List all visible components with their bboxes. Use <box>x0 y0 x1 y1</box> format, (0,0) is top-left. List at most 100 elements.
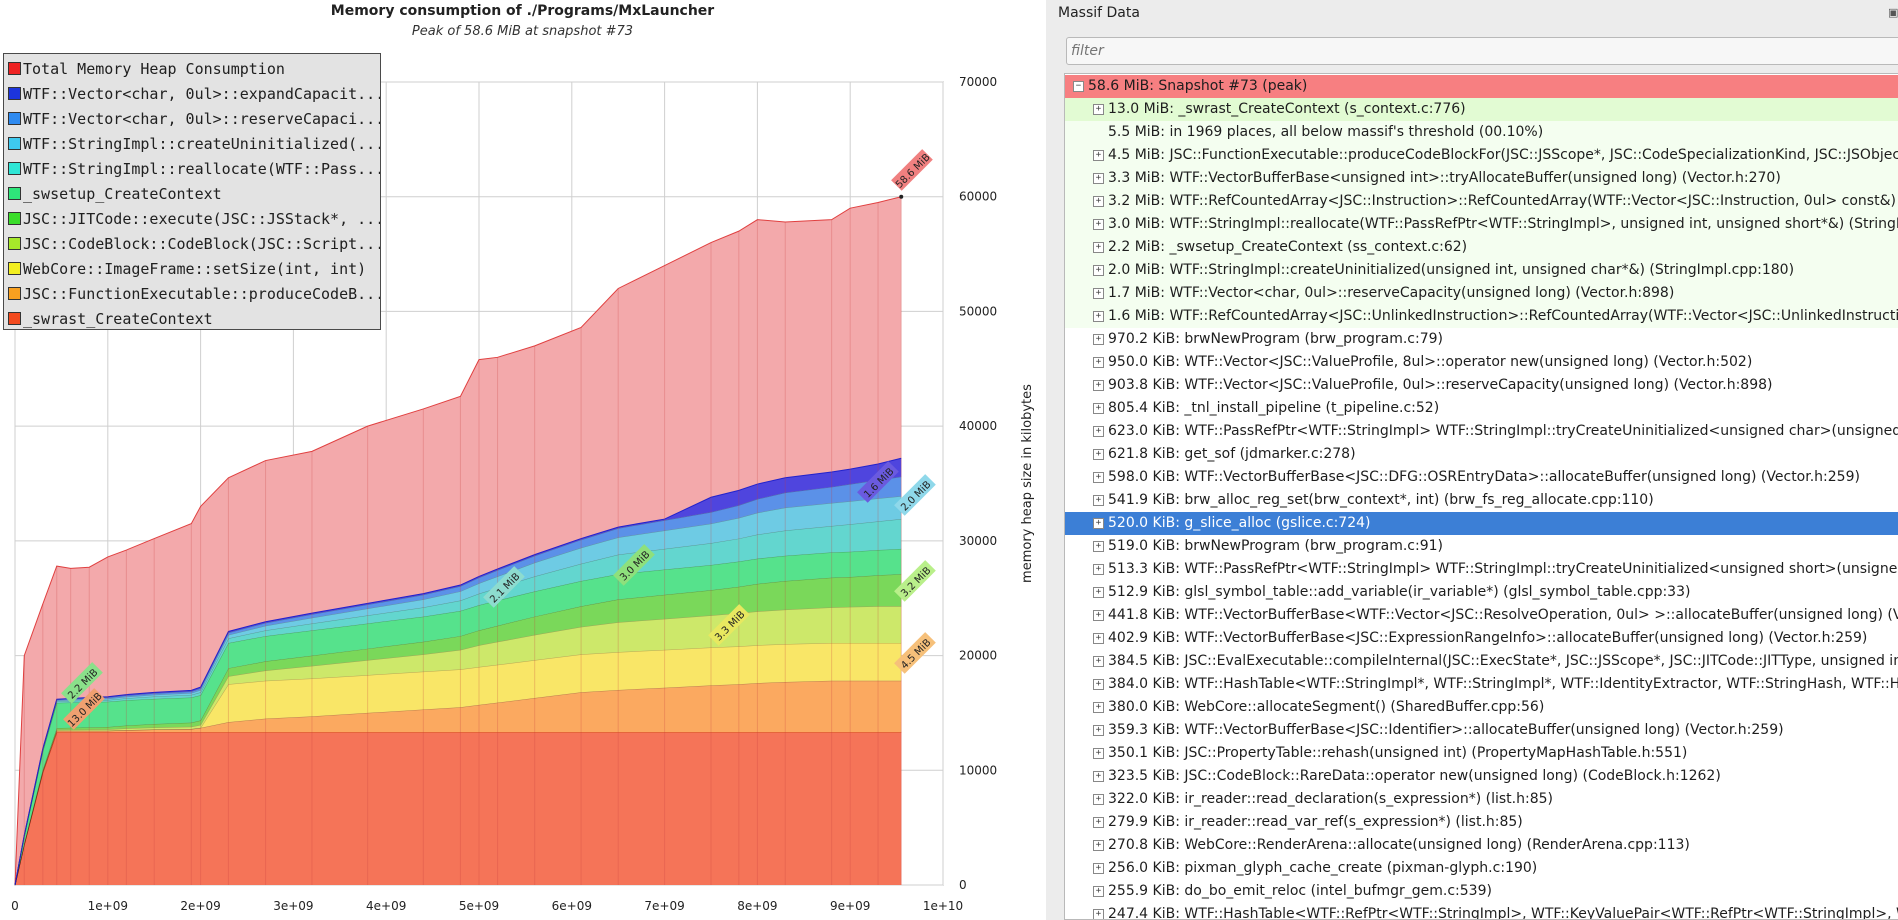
tree-row[interactable]: +1.6 MiB: WTF::RefCountedArray<JSC::Unli… <box>1065 305 1898 328</box>
expand-icon[interactable]: + <box>1093 909 1104 919</box>
tree-row[interactable]: +13.0 MiB: _swrast_CreateContext (s_cont… <box>1065 98 1898 121</box>
expand-icon[interactable]: + <box>1093 196 1104 207</box>
tree-row[interactable]: +3.3 MiB: WTF::VectorBufferBase<unsigned… <box>1065 167 1898 190</box>
tree-row[interactable]: +512.9 KiB: glsl_symbol_table::add_varia… <box>1065 581 1898 604</box>
expand-icon[interactable]: + <box>1093 886 1104 897</box>
tree-row[interactable]: +359.3 KiB: WTF::VectorBufferBase<JSC::I… <box>1065 719 1898 742</box>
x-tick-label: 1e+09 <box>88 899 128 913</box>
tree-row-label: 247.4 KiB: WTF::HashTable<WTF::RefPtr<WT… <box>1108 906 1898 920</box>
tree-row[interactable]: +520.0 KiB: g_slice_alloc (gslice.c:724) <box>1065 512 1898 535</box>
expand-icon[interactable]: + <box>1093 311 1104 322</box>
expand-icon[interactable]: + <box>1093 219 1104 230</box>
tree-row[interactable]: +279.9 KiB: ir_reader::read_var_ref(s_ex… <box>1065 811 1898 834</box>
memory-chart: 0 1e+09 2e+09 3e+09 4e+09 5e+09 6e+09 7e+09 8e+0… <box>11 75 1035 913</box>
tree-row[interactable]: +2.0 MiB: WTF::StringImpl::createUniniti… <box>1065 259 1898 282</box>
expand-icon[interactable]: + <box>1093 380 1104 391</box>
series-area-0 <box>15 732 902 885</box>
tree-row[interactable]: +384.0 KiB: WTF::HashTable<WTF::StringIm… <box>1065 673 1898 696</box>
collapse-icon[interactable]: − <box>1073 81 1084 92</box>
expand-icon[interactable]: + <box>1093 334 1104 345</box>
series-area-2 <box>15 642 902 885</box>
expand-icon[interactable]: + <box>1093 449 1104 460</box>
snapshot-tree: −58.6 MiB: Snapshot #73 (peak) +13.0 MiB:… <box>1064 73 1898 920</box>
tree-row[interactable]: +1.7 MiB: WTF::Vector<char, 0ul>::reserv… <box>1065 282 1898 305</box>
x-tick-label: 6e+09 <box>552 899 592 913</box>
tree-row[interactable]: +270.8 KiB: WebCore::RenderArena::alloca… <box>1065 834 1898 857</box>
tree-row[interactable]: +950.0 KiB: WTF::Vector<JSC::ValueProfil… <box>1065 351 1898 374</box>
legend-label: JSC::CodeBlock::CodeBlock(JSC::Script... <box>23 234 380 253</box>
expand-icon[interactable]: + <box>1093 587 1104 598</box>
chart-legend: Total Memory Heap Consumption WTF::Vector… <box>3 53 381 330</box>
legend-label: WTF::Vector<char, 0ul>::reserveCapaci... <box>23 109 380 128</box>
expand-icon[interactable]: + <box>1093 725 1104 736</box>
expand-icon[interactable]: + <box>1093 771 1104 782</box>
annotation-tag-bg <box>613 544 655 586</box>
tree-row[interactable]: +350.1 KiB: JSC::PropertyTable::rehash(u… <box>1065 742 1898 765</box>
expand-icon[interactable]: + <box>1093 403 1104 414</box>
annotation-tag-bg <box>63 688 105 730</box>
expand-icon[interactable]: + <box>1093 472 1104 483</box>
expand-icon[interactable]: + <box>1093 104 1104 115</box>
tree-row[interactable]: +541.9 KiB: brw_alloc_reg_set(brw_contex… <box>1065 489 1898 512</box>
tree-row[interactable]: +384.5 KiB: JSC::EvalExecutable::compile… <box>1065 650 1898 673</box>
float-window-icon[interactable]: ▣ <box>1888 6 1898 18</box>
annotation-tag-bg <box>894 560 936 602</box>
series-area-4 <box>15 574 902 885</box>
tree-row[interactable]: +247.4 KiB: WTF::HashTable<WTF::RefPtr<W… <box>1065 903 1898 920</box>
legend-item: WTF::Vector<char, 0ul>::reserveCapaci... <box>4 106 380 131</box>
tree-row[interactable]: 5.5 MiB: in 1969 places, all below massi… <box>1065 121 1898 144</box>
tree-row[interactable]: +970.2 KiB: brwNewProgram (brw_program.c… <box>1065 328 1898 351</box>
expand-icon[interactable]: + <box>1093 150 1104 161</box>
legend-swatch <box>8 237 21 250</box>
expand-icon[interactable]: + <box>1093 748 1104 759</box>
x-tick-label: 4e+09 <box>366 899 406 913</box>
tree-row[interactable]: +519.0 KiB: brwNewProgram (brw_program.c… <box>1065 535 1898 558</box>
expand-icon[interactable]: + <box>1093 242 1104 253</box>
tree-row[interactable]: +903.8 KiB: WTF::Vector<JSC::ValueProfil… <box>1065 374 1898 397</box>
expand-icon[interactable]: + <box>1093 817 1104 828</box>
tree-row-label: 623.0 KiB: WTF::PassRefPtr<WTF::StringIm… <box>1108 423 1898 439</box>
tree-row[interactable]: +256.0 KiB: pixman_glyph_cache_create (p… <box>1065 857 1898 880</box>
tree-row[interactable]: +598.0 KiB: WTF::VectorBufferBase<JSC::D… <box>1065 466 1898 489</box>
tree-row[interactable]: +3.2 MiB: WTF::RefCountedArray<JSC::Inst… <box>1065 190 1898 213</box>
y-tick-label: 70000 <box>959 75 997 89</box>
tree-row-label: 513.3 KiB: WTF::PassRefPtr<WTF::StringIm… <box>1108 561 1898 577</box>
y-tick-label: 10000 <box>959 763 997 777</box>
expand-icon[interactable]: + <box>1093 495 1104 506</box>
expand-icon[interactable]: + <box>1093 564 1104 575</box>
tree-row[interactable]: +402.9 KiB: WTF::VectorBufferBase<JSC::E… <box>1065 627 1898 650</box>
tree-row-label: 4.5 MiB: JSC::FunctionExecutable::produc… <box>1108 147 1898 163</box>
tree-row[interactable]: +441.8 KiB: WTF::VectorBufferBase<WTF::V… <box>1065 604 1898 627</box>
filter-input[interactable] <box>1066 37 1898 65</box>
expand-icon[interactable]: + <box>1093 610 1104 621</box>
expand-icon[interactable]: + <box>1093 656 1104 667</box>
expand-icon[interactable]: + <box>1093 288 1104 299</box>
legend-swatch <box>8 262 21 275</box>
tree-row[interactable]: +2.2 MiB: _swsetup_CreateContext (ss_con… <box>1065 236 1898 259</box>
tree-row[interactable]: +805.4 KiB: _tnl_install_pipeline (t_pip… <box>1065 397 1898 420</box>
expand-icon[interactable]: + <box>1093 702 1104 713</box>
tree-row-label: 519.0 KiB: brwNewProgram (brw_program.c:… <box>1108 538 1443 554</box>
expand-icon[interactable]: + <box>1093 357 1104 368</box>
tree-row[interactable]: +255.9 KiB: do_bo_emit_reloc (intel_bufm… <box>1065 880 1898 903</box>
tree-row[interactable]: +621.8 KiB: get_sof (jdmarker.c:278) <box>1065 443 1898 466</box>
tree-row[interactable]: +623.0 KiB: WTF::PassRefPtr<WTF::StringI… <box>1065 420 1898 443</box>
expand-icon[interactable]: + <box>1093 794 1104 805</box>
expand-icon[interactable]: + <box>1093 518 1104 529</box>
tree-row[interactable]: +4.5 MiB: JSC::FunctionExecutable::produ… <box>1065 144 1898 167</box>
tree-row[interactable]: +380.0 KiB: WebCore::allocateSegment() (… <box>1065 696 1898 719</box>
tree-row[interactable]: +3.0 MiB: WTF::StringImpl::reallocate(WT… <box>1065 213 1898 236</box>
expand-icon[interactable]: + <box>1093 679 1104 690</box>
tree-row[interactable]: +513.3 KiB: WTF::PassRefPtr<WTF::StringI… <box>1065 558 1898 581</box>
expand-icon[interactable]: + <box>1093 633 1104 644</box>
expand-icon[interactable]: + <box>1093 541 1104 552</box>
expand-icon[interactable]: + <box>1093 863 1104 874</box>
peak-snapshot-row[interactable]: −58.6 MiB: Snapshot #73 (peak) <box>1065 75 1898 98</box>
expand-icon[interactable]: + <box>1093 173 1104 184</box>
tree-row[interactable]: +323.5 KiB: JSC::CodeBlock::RareData::op… <box>1065 765 1898 788</box>
expand-icon[interactable]: + <box>1093 265 1104 276</box>
expand-icon[interactable]: + <box>1093 840 1104 851</box>
tree-row-label: 384.5 KiB: JSC::EvalExecutable::compileI… <box>1108 653 1898 669</box>
tree-row[interactable]: +322.0 KiB: ir_reader::read_declaration(… <box>1065 788 1898 811</box>
expand-icon[interactable]: + <box>1093 426 1104 437</box>
